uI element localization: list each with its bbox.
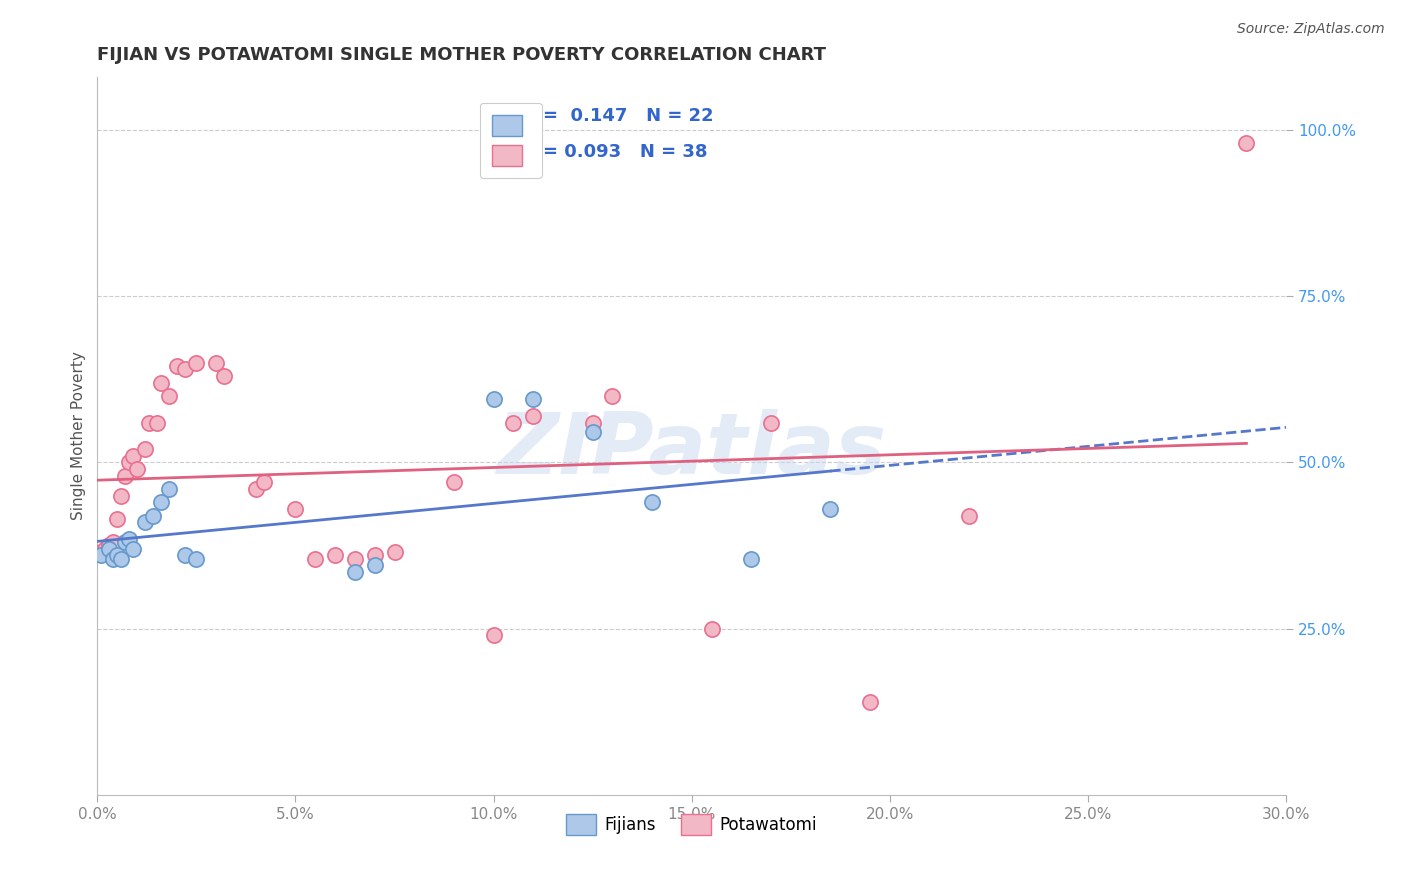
Point: [582, 416, 605, 430]
Point: [859, 695, 882, 709]
Text: R =  0.147   N = 22: R = 0.147 N = 22: [523, 107, 713, 126]
Point: [105, 512, 128, 526]
Point: [90, 549, 112, 563]
Point: [582, 425, 605, 440]
Point: [186, 551, 208, 566]
Point: [94, 541, 117, 556]
Point: [304, 551, 326, 566]
Point: [134, 442, 156, 456]
Point: [343, 565, 366, 579]
Point: [343, 551, 366, 566]
Text: FIJIAN VS POTAWATOMI SINGLE MOTHER POVERTY CORRELATION CHART: FIJIAN VS POTAWATOMI SINGLE MOTHER POVER…: [97, 46, 827, 64]
Point: [149, 495, 172, 509]
Point: [90, 545, 112, 559]
Point: [700, 622, 723, 636]
Point: [443, 475, 465, 490]
Y-axis label: Single Mother Poverty: Single Mother Poverty: [72, 351, 86, 520]
Point: [323, 549, 346, 563]
Point: [118, 532, 141, 546]
Point: [820, 502, 842, 516]
Point: [364, 558, 387, 573]
Point: [384, 545, 406, 559]
Point: [103, 551, 125, 566]
Point: [759, 416, 782, 430]
Point: [157, 482, 180, 496]
Text: ZIPatlas: ZIPatlas: [496, 409, 887, 491]
Point: [122, 449, 145, 463]
Point: [122, 541, 145, 556]
Text: Source: ZipAtlas.com: Source: ZipAtlas.com: [1237, 22, 1385, 37]
Point: [166, 359, 188, 373]
Legend: Fijians, Potawatomi: Fijians, Potawatomi: [558, 805, 825, 844]
Point: [173, 549, 195, 563]
Point: [212, 369, 235, 384]
Point: [114, 535, 136, 549]
Point: [103, 535, 125, 549]
Point: [602, 389, 624, 403]
Point: [1236, 136, 1258, 151]
Point: [146, 416, 169, 430]
Point: [125, 462, 148, 476]
Point: [502, 416, 524, 430]
Point: [173, 362, 195, 376]
Point: [957, 508, 980, 523]
Point: [105, 549, 128, 563]
Point: [98, 541, 121, 556]
Point: [149, 376, 172, 390]
Point: [186, 356, 208, 370]
Point: [114, 468, 136, 483]
Point: [134, 515, 156, 529]
Point: [482, 628, 505, 642]
Point: [138, 416, 160, 430]
Point: [284, 502, 307, 516]
Point: [522, 392, 544, 407]
Text: R = 0.093   N = 38: R = 0.093 N = 38: [523, 144, 707, 161]
Point: [142, 508, 165, 523]
Point: [364, 549, 387, 563]
Point: [110, 551, 132, 566]
Point: [245, 482, 267, 496]
Point: [482, 392, 505, 407]
Point: [641, 495, 664, 509]
Point: [740, 551, 762, 566]
Point: [110, 489, 132, 503]
Point: [205, 356, 228, 370]
Point: [522, 409, 544, 423]
Point: [157, 389, 180, 403]
Point: [98, 539, 121, 553]
Point: [253, 475, 276, 490]
Point: [118, 455, 141, 469]
